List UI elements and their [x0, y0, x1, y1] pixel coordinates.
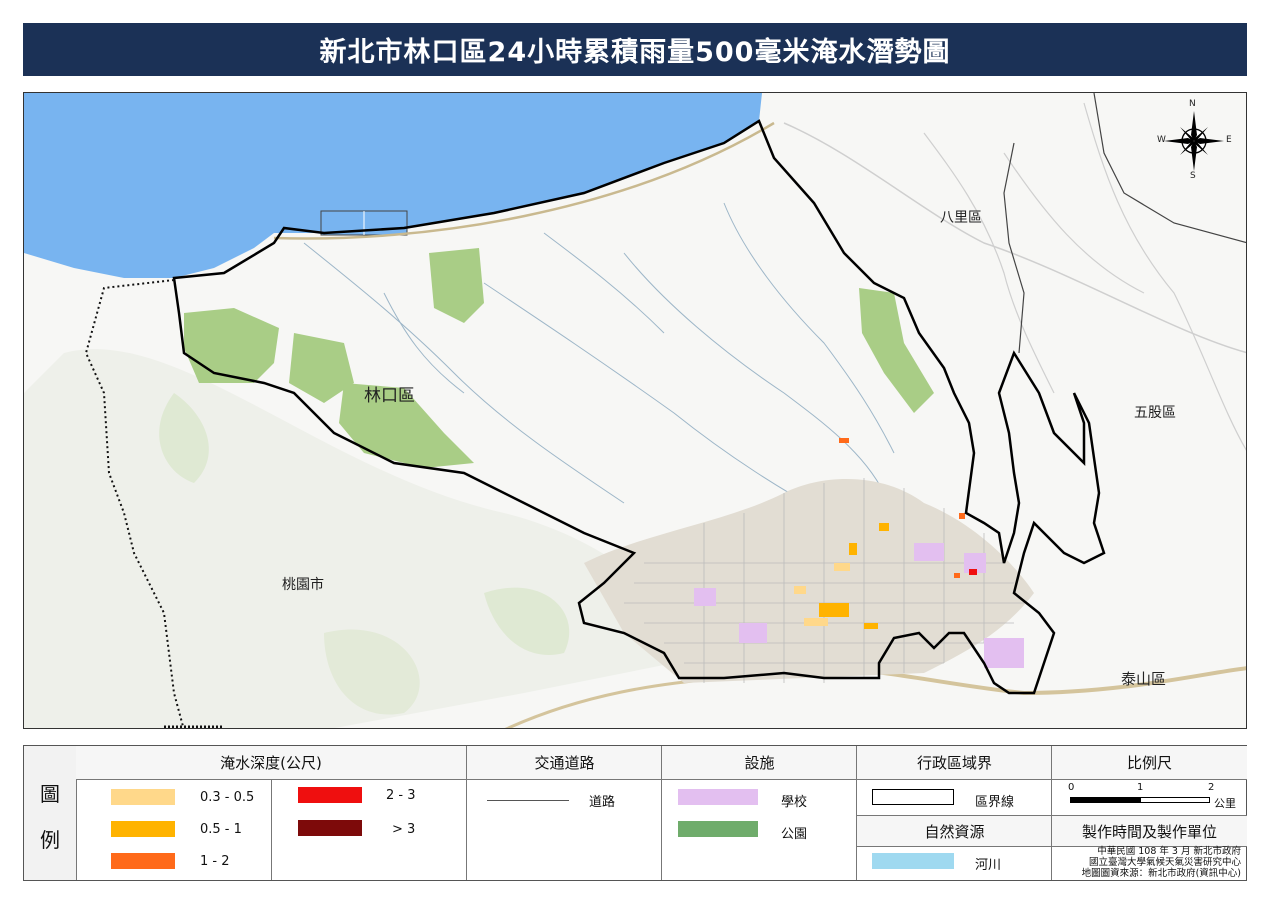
river-label: 河川: [975, 858, 1002, 873]
legend-facilities-header: 設施: [662, 746, 857, 780]
production-credit: 中華民國 108 年 3 月 新北市政府 國立臺灣大學氣候天氣災害研究中心 地圖…: [1082, 846, 1241, 879]
flood-swatch-4: [298, 787, 362, 803]
compass-rose: [1164, 111, 1224, 171]
park-area: [184, 308, 279, 383]
credit-line-2: 國立臺灣大學氣候天氣災害研究中心: [1088, 857, 1241, 868]
district-label-taoyuan: 桃園市: [282, 577, 324, 593]
flood-swatch-5: [298, 820, 362, 836]
urban-area: [584, 479, 1034, 683]
school-area: [694, 588, 716, 606]
boundary-swatch: [872, 789, 954, 805]
school-swatch: [678, 789, 758, 805]
district-boundary: [172, 119, 1106, 695]
legend-natural-header: 自然資源: [857, 815, 1052, 847]
legend-flood-depth: 淹水深度(公尺) 0.3 - 0.5 0.5 - 1 1 - 2 2 - 3 >…: [76, 746, 466, 880]
legend-side-char-2: 例: [40, 828, 60, 852]
road-line-sample: [487, 800, 569, 801]
flood-label-5: > 3: [392, 822, 416, 837]
boundary-label: 區界線: [975, 795, 1015, 810]
scale-tick-2: 2: [1208, 782, 1215, 793]
compass-s-label: S: [1190, 171, 1196, 181]
legend-side-title: 圖 例: [24, 746, 77, 880]
school-area: [739, 623, 767, 643]
park-area: [339, 383, 474, 468]
flood-patches: [794, 438, 977, 629]
legend-scale-header: 比例尺: [1052, 746, 1247, 780]
district-label-taishan: 泰山區: [1121, 670, 1167, 688]
river-swatch: [872, 853, 954, 869]
legend-roads-header: 交通道路: [467, 746, 662, 780]
legend-scale: 比例尺 0 1 2 公里 製作時間及製作單位 中華民國 108 年 3 月 新北…: [1051, 746, 1247, 880]
school-area: [964, 553, 986, 573]
school-area: [914, 543, 944, 561]
district-label-linkou: 林口區: [364, 386, 415, 406]
credit-line-1: 中華民國 108 年 3 月 新北市政府: [1097, 846, 1241, 857]
park-area: [859, 288, 934, 413]
scale-tick-1: 1: [1137, 782, 1144, 793]
map-area[interactable]: 林口區 八里區 五股區 泰山區 桃園市 N S E W: [23, 92, 1247, 729]
map-canvas: [24, 93, 1246, 728]
map-legend: 圖 例 淹水深度(公尺) 0.3 - 0.5 0.5 - 1 1 - 2 2 -…: [23, 745, 1247, 881]
school-area: [984, 638, 1024, 668]
compass-n-label: N: [1189, 99, 1196, 109]
scale-bar-light: [1140, 797, 1210, 803]
compass-e-label: E: [1226, 135, 1232, 145]
scale-tick-0: 0: [1068, 782, 1075, 793]
flood-label-4: 2 - 3: [386, 788, 416, 803]
map-title: 新北市林口區24小時累積雨量500毫米淹水潛勢圖: [23, 23, 1247, 76]
flood-label-1: 0.3 - 0.5: [200, 790, 255, 805]
legend-side-char-1: 圖: [40, 782, 60, 806]
flood-swatch-1: [111, 789, 175, 805]
district-label-wugu: 五股區: [1134, 405, 1176, 421]
flood-label-2: 0.5 - 1: [200, 822, 242, 837]
district-label-bali: 八里區: [940, 210, 982, 226]
scale-unit: 公里: [1214, 797, 1236, 810]
legend-facilities: 設施 學校 公園: [661, 746, 857, 880]
legend-production-header: 製作時間及製作單位: [1052, 815, 1247, 847]
park-label: 公園: [781, 827, 808, 842]
sea: [24, 93, 762, 278]
park-area: [429, 248, 484, 323]
legend-admin-header: 行政區域界: [857, 746, 1052, 780]
compass-w-label: W: [1157, 135, 1166, 145]
legend-flood-depth-header: 淹水深度(公尺): [76, 746, 466, 780]
flood-swatch-3: [111, 853, 175, 869]
legend-admin-boundary: 行政區域界 區界線 自然資源 河川: [856, 746, 1052, 880]
flood-swatch-2: [111, 821, 175, 837]
flood-label-3: 1 - 2: [200, 854, 230, 869]
legend-roads: 交通道路 道路: [466, 746, 662, 880]
road-label: 道路: [589, 795, 616, 810]
park-swatch: [678, 821, 758, 837]
credit-line-3: 地圖圖資來源：新北市政府(資訊中心): [1081, 868, 1241, 879]
scale-bar-dark: [1070, 797, 1140, 803]
park-area: [289, 333, 354, 403]
school-label: 學校: [781, 795, 808, 810]
